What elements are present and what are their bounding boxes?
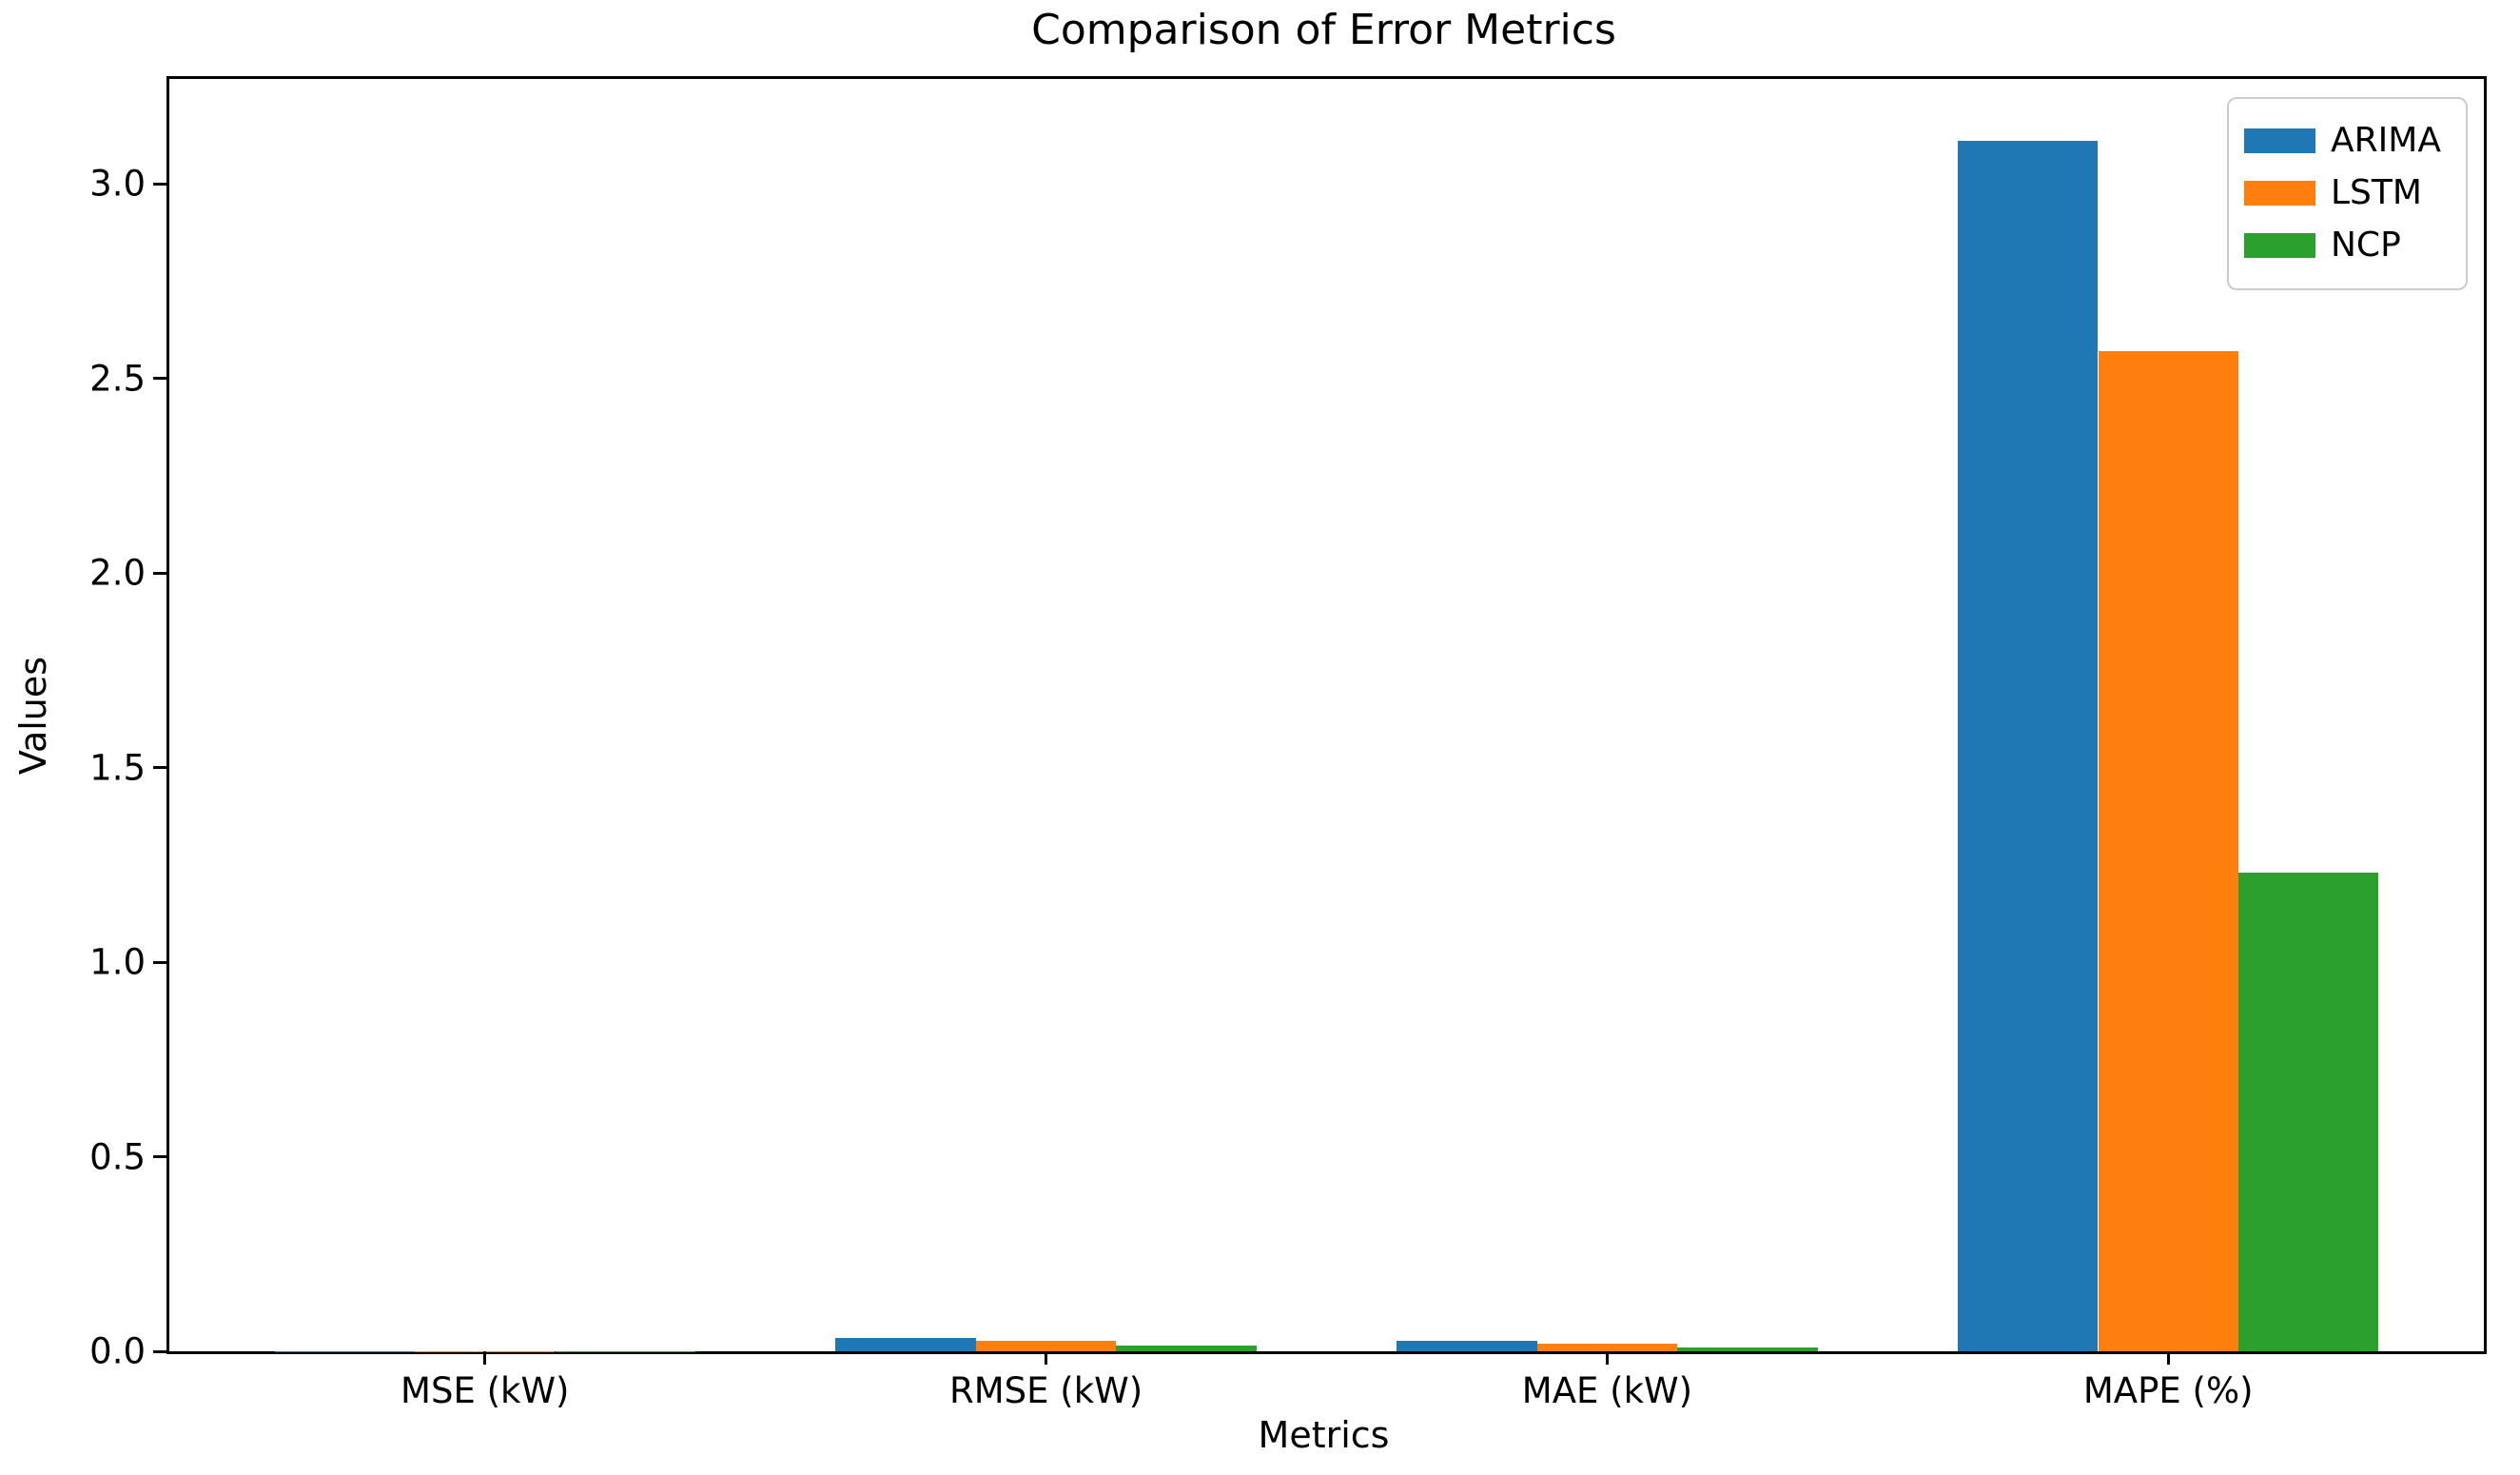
bar-ncp-mae — [1677, 1347, 1818, 1351]
x-tick-mark — [1045, 1351, 1048, 1365]
legend: ARIMA LSTM NCP — [2227, 97, 2468, 290]
x-tick-mark — [483, 1351, 487, 1365]
y-tick-mark — [153, 377, 166, 381]
y-tick-label: 1.0 — [89, 941, 146, 983]
legend-swatch-arima — [2244, 128, 2315, 153]
bar-ncp-mape — [2237, 873, 2379, 1351]
y-tick-mark — [153, 960, 166, 964]
chart-title: Comparison of Error Metrics — [1031, 6, 1616, 54]
legend-swatch-ncp — [2244, 232, 2315, 258]
y-tick-label: 0.0 — [89, 1330, 146, 1372]
y-tick-label: 2.5 — [89, 358, 146, 400]
y-tick-mark — [153, 1349, 166, 1353]
legend-row-ncp: NCP — [2244, 219, 2466, 271]
x-axis-label: Metrics — [1258, 1414, 1390, 1456]
y-tick-label: 2.0 — [89, 552, 146, 594]
x-tick-label: MSE (kW) — [400, 1370, 570, 1411]
legend-label-lstm: LSTM — [2331, 173, 2422, 212]
bar-lstm-mape — [2098, 351, 2238, 1351]
y-tick-mark — [153, 1155, 166, 1159]
bar-arima-rmse — [835, 1337, 976, 1351]
x-tick-label: MAPE (%) — [2082, 1370, 2254, 1411]
y-tick-mark — [153, 766, 166, 770]
bar-arima-mape — [1958, 141, 2099, 1351]
bar-lstm-rmse — [975, 1340, 1117, 1351]
x-tick-label: MAE (kW) — [1521, 1370, 1693, 1411]
legend-row-arima: ARIMA — [2244, 114, 2466, 167]
y-tick-mark — [153, 182, 166, 186]
plot-area: 0.0 0.5 1.0 1.5 2.0 2.5 3.0 MSE (kW) RMSE (kW) MA… — [89, 76, 2487, 1411]
y-tick-mark — [153, 571, 166, 575]
legend-label-ncp: NCP — [2331, 226, 2401, 265]
legend-swatch-lstm — [2244, 180, 2315, 206]
legend-row-lstm: LSTM — [2244, 167, 2466, 219]
y-tick-label: 0.5 — [89, 1136, 146, 1178]
y-tick-label: 1.5 — [89, 747, 146, 789]
y-tick-label: 3.0 — [89, 163, 146, 205]
x-tick-mark — [1605, 1351, 1609, 1365]
legend-label-arima: ARIMA — [2331, 121, 2441, 160]
bar-arima-mae — [1397, 1341, 1537, 1351]
bar-lstm-mae — [1536, 1343, 1678, 1351]
x-tick-label: RMSE (kW) — [949, 1370, 1143, 1411]
x-tick-mark — [2166, 1351, 2170, 1365]
bar-ncp-rmse — [1116, 1346, 1257, 1351]
